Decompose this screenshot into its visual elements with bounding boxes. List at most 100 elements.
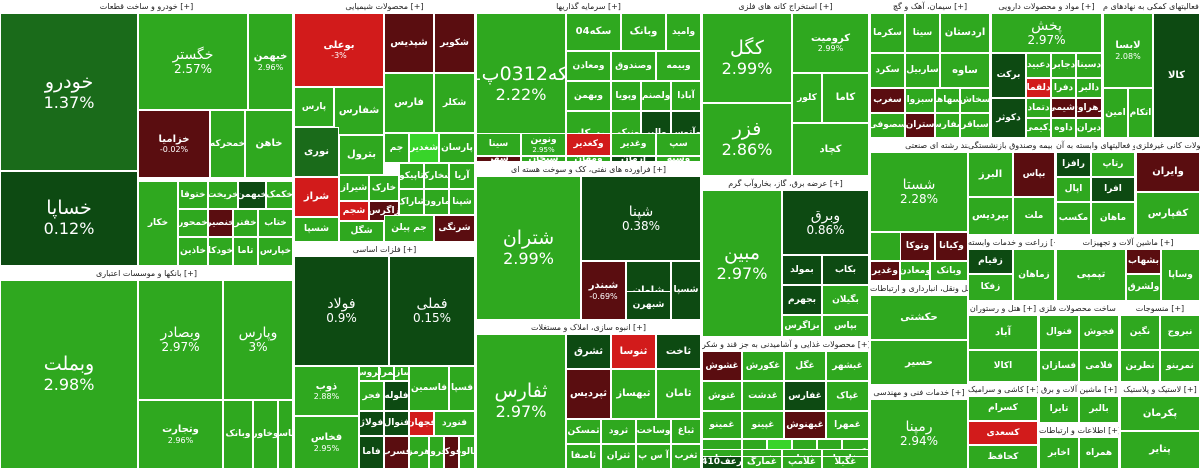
stock-tile[interactable]: پخش 2.97% [991, 13, 1102, 53]
stock-tile[interactable]: رمپنا 2.94% [870, 399, 968, 469]
stock-tile[interactable]: وپاسار [278, 400, 293, 469]
stock-tile[interactable]: وبانک [223, 400, 253, 469]
stock-tile[interactable]: شهر [476, 156, 521, 162]
sector-header[interactable]: ساخت محصولات فلزی [+] [1039, 302, 1119, 316]
stock-tile[interactable]: ختوقا [178, 181, 208, 209]
stock-tile[interactable]: ولصنم [641, 81, 671, 111]
stock-tile[interactable]: کحافظ [968, 445, 1038, 469]
stock-tile[interactable]: وکغدیر [566, 133, 611, 156]
stock-tile[interactable]: سکرما [870, 13, 905, 53]
stock-tile[interactable]: خاذین [178, 237, 208, 266]
stock-tile[interactable]: داوه [1051, 118, 1076, 138]
stock-tile[interactable]: خاهن [245, 110, 293, 178]
stock-tile[interactable]: ماهان [1091, 202, 1135, 235]
stock-tile[interactable]: نگین [1120, 315, 1160, 350]
stock-tile[interactable]: فجهان [409, 411, 434, 436]
stock-tile[interactable]: وتجارت 2.96% [138, 400, 223, 469]
stock-tile[interactable]: دسینا [1076, 53, 1102, 78]
stock-tile[interactable]: دعبید [1026, 53, 1051, 78]
stock-tile[interactable]: ثغرب [671, 444, 701, 469]
sector-header[interactable]: بانکها و موسسات اعتباری [+] [0, 267, 293, 281]
stock-tile[interactable]: خبهمن 2.96% [248, 13, 293, 110]
stock-tile[interactable]: بگیلان [822, 285, 869, 315]
stock-tile[interactable]: بزاگرس [782, 315, 822, 337]
stock-tile[interactable]: خمحرکه [210, 110, 245, 178]
stock-tile[interactable]: سصوفی [870, 113, 905, 138]
stock-tile[interactable]: حسیر [870, 340, 968, 385]
stock-tile[interactable]: مبین 2.97% [702, 190, 782, 337]
stock-tile[interactable]: وامید [666, 13, 701, 51]
sector-header[interactable]: فلزات اساسی [+] [294, 243, 475, 257]
stock-tile[interactable]: کگل 2.99% [702, 13, 792, 103]
stock-tile[interactable]: شیراز [339, 175, 369, 201]
stock-tile[interactable]: سپ [656, 133, 701, 156]
stock-tile[interactable]: وبیمه [656, 51, 701, 81]
stock-tile[interactable]: ثبهساز [611, 369, 656, 419]
stock-tile[interactable]: لابسا 2.08% [1103, 13, 1153, 88]
stock-tile[interactable]: دیران [1076, 118, 1102, 138]
stock-tile[interactable]: بترول [339, 135, 384, 175]
stock-tile[interactable]: وسپه [656, 156, 701, 162]
stock-tile[interactable]: رافزا [1056, 152, 1091, 177]
stock-tile[interactable]: آ س پ [636, 444, 671, 469]
stock-tile[interactable]: سبزوا [905, 88, 935, 113]
sector-header[interactable]: حمل ونقل، انبارداری و ارتباطات [+] [870, 282, 968, 296]
stock-tile[interactable]: وخاور [253, 400, 278, 469]
stock-tile[interactable]: ومعادن [900, 261, 930, 281]
stock-tile[interactable]: همراه [1079, 437, 1119, 469]
stock-tile[interactable]: شسپا [294, 217, 339, 242]
stock-tile[interactable]: آبادا [671, 81, 701, 111]
sector-header[interactable]: سرمایه گذاریها [+] [476, 0, 701, 14]
stock-tile[interactable]: ختاب [258, 209, 293, 237]
stock-tile[interactable]: ثباغ [671, 419, 701, 444]
stock-tile[interactable]: جم پیلن [384, 215, 434, 242]
stock-tile[interactable]: ثفارس 2.97% [476, 334, 566, 469]
stock-tile[interactable]: بشهاب [1126, 249, 1161, 274]
stock-tile[interactable]: غکورش [742, 351, 784, 381]
stock-tile[interactable]: بالبر [1079, 396, 1119, 423]
stock-tile[interactable]: ثرود [601, 419, 636, 444]
stock-tile[interactable]: غپینو [742, 411, 784, 439]
stock-tile[interactable]: آباد [968, 315, 1038, 350]
stock-tile[interactable]: اکالا [968, 350, 1038, 382]
stock-tile[interactable]: ثپردیس [566, 369, 611, 419]
stock-tile[interactable]: بپاس [822, 315, 869, 337]
stock-tile[interactable]: خفنر [233, 209, 258, 237]
stock-tile[interactable]: فولاژ [359, 411, 384, 436]
stock-tile[interactable]: فلوله [384, 381, 409, 411]
stock-tile[interactable]: بمولد [782, 255, 822, 285]
stock-tile[interactable]: افرا [1091, 177, 1135, 202]
sector-header[interactable]: سیمان، آهک و گچ [+] [870, 0, 990, 14]
stock-tile[interactable]: ثنوسا [611, 334, 656, 369]
stock-tile[interactable]: کالا [1153, 13, 1200, 138]
stock-tile[interactable]: ثمسکن [566, 419, 601, 444]
stock-tile[interactable]: مکسب [1056, 202, 1091, 235]
stock-tile[interactable]: زفکا [968, 274, 1013, 301]
sector-header[interactable]: استخراج کانه های فلزی [+] [702, 0, 869, 14]
stock-tile[interactable]: زماهان [1013, 249, 1055, 301]
stock-tile[interactable]: وساخت [636, 419, 671, 444]
stock-tile[interactable]: فاسمین [409, 366, 449, 411]
stock-tile[interactable]: ونوین 2.95% [521, 133, 566, 156]
stock-tile[interactable]: شفارس [334, 87, 384, 135]
stock-tile[interactable]: اخابر [1039, 437, 1079, 469]
stock-tile[interactable]: فاما [359, 436, 384, 469]
stock-tile[interactable]: غبهنوش [784, 411, 826, 439]
stock-tile[interactable]: کاما [822, 73, 869, 123]
stock-tile[interactable]: غلامپ [782, 456, 822, 469]
stock-tile[interactable]: سکرد [870, 53, 905, 88]
stock-tile[interactable]: خگستر 2.57% [138, 13, 248, 110]
stock-tile[interactable]: سبحان [521, 156, 566, 162]
stock-tile[interactable]: غمینو [702, 411, 742, 439]
sector-header[interactable]: خودرو و ساخت قطعات [+] [0, 0, 293, 14]
stock-tile[interactable]: حکشتی [870, 295, 968, 340]
sector-header[interactable]: انبوه سازی، املاک و مستغلات [+] [476, 321, 701, 335]
stock-tile[interactable]: سیتا [905, 13, 940, 53]
stock-tile[interactable]: فارس [384, 73, 434, 133]
stock-tile[interactable]: غگل [784, 351, 826, 381]
stock-tile[interactable]: خبهمن [238, 181, 266, 209]
stock-tile[interactable]: شستا 2.28% [870, 152, 968, 232]
stock-tile[interactable]: 0410جرعف [702, 456, 742, 469]
stock-tile[interactable]: وبهمن [566, 81, 611, 111]
stock-tile[interactable]: مارون [424, 189, 449, 215]
